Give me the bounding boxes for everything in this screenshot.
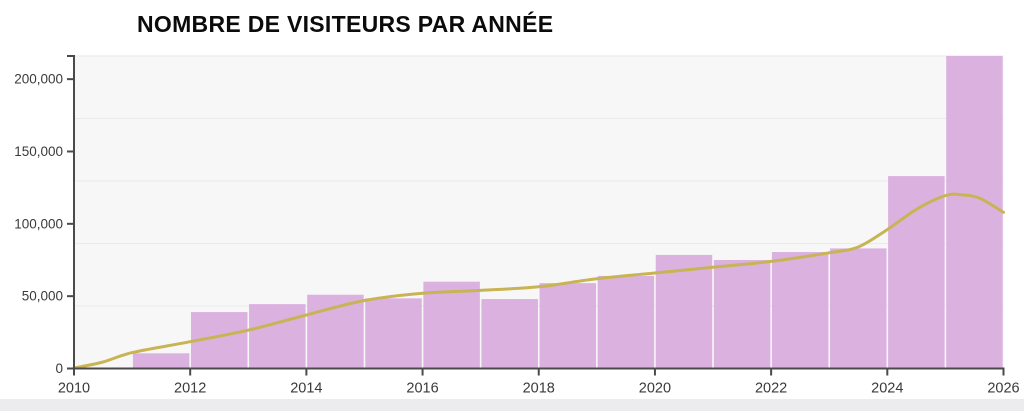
x-tick-label: 2012 xyxy=(174,381,206,397)
bar-2013 xyxy=(249,304,306,369)
y-tick-label: 150,000 xyxy=(14,144,63,159)
chart-title: NOMBRE DE VISITEURS PAR ANNÉE xyxy=(137,11,554,37)
bar-2017 xyxy=(481,299,538,369)
bar-2020 xyxy=(655,254,713,369)
x-tick-label: 2016 xyxy=(406,381,438,397)
x-tick-label: 2024 xyxy=(871,381,903,397)
y-tick-label: 200,000 xyxy=(14,72,63,87)
bar-2018 xyxy=(539,283,597,369)
x-tick-label: 2014 xyxy=(290,381,322,397)
bar-2022 xyxy=(771,252,829,369)
bar-2016 xyxy=(423,281,480,369)
bar-2019 xyxy=(597,275,655,369)
y-tick-label: 0 xyxy=(55,361,63,376)
bar-2015 xyxy=(365,298,422,369)
bar-2024 xyxy=(888,176,945,369)
x-tick-label: 2022 xyxy=(755,381,787,397)
bar-2023 xyxy=(830,248,887,369)
y-tick-label: 50,000 xyxy=(22,289,63,304)
x-tick-label: 2026 xyxy=(987,381,1019,397)
y-axis-line xyxy=(67,55,75,370)
trend-line xyxy=(72,192,1005,370)
bar-2011 xyxy=(132,353,190,369)
x-tick-label: 2010 xyxy=(58,381,90,397)
x-tick-label: 2020 xyxy=(639,381,671,397)
x-tick-label: 2018 xyxy=(523,381,555,397)
bar-2025 xyxy=(946,56,1003,369)
bottom-edge-strip xyxy=(0,399,1024,411)
bar-2021 xyxy=(713,259,771,369)
y-tick-label: 100,000 xyxy=(14,216,63,231)
